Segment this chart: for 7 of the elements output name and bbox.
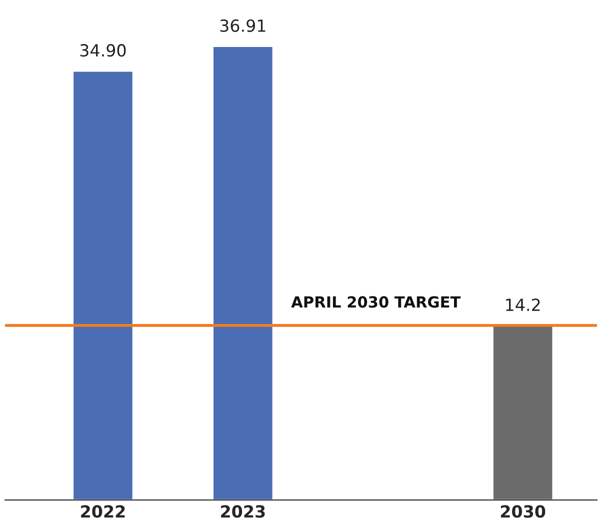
x-tick-label: 2022	[81, 505, 125, 518]
x-tick-label: 2023	[221, 505, 265, 518]
data-label: 14.2	[506, 298, 540, 311]
data-label: 34.90	[80, 44, 126, 57]
ref-line-label: APRIL 2030 TARGET	[291, 296, 461, 308]
x-tick-label: 2030	[500, 505, 546, 518]
data-label: 36.91	[220, 19, 266, 32]
